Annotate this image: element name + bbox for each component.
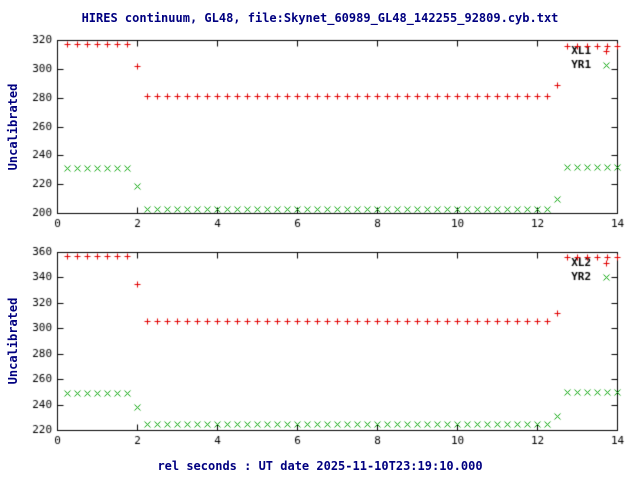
y-axis-label-bottom: Uncalibrated bbox=[6, 297, 20, 385]
chart-title: HIRES continuum, GL48, file:Skynet_60989… bbox=[81, 11, 559, 25]
x-axis-label: rel seconds : UT date 2025-11-10T23:19:1… bbox=[157, 459, 483, 473]
y-axis-label-top: Uncalibrated bbox=[6, 83, 20, 171]
